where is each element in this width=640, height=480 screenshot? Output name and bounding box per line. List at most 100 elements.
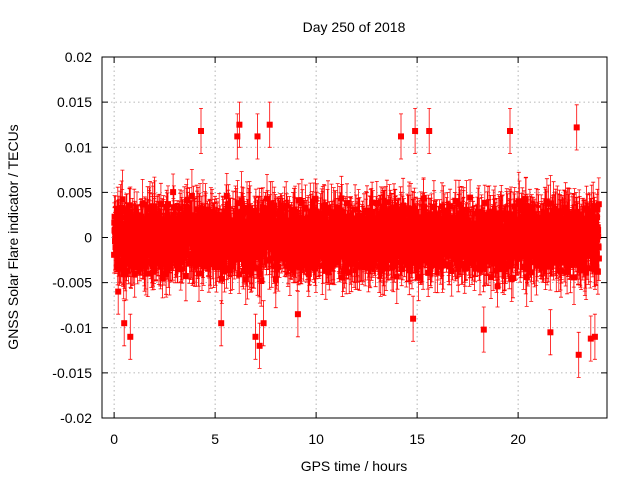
data-point <box>142 263 149 270</box>
data-point <box>519 207 526 214</box>
data-point <box>334 233 341 240</box>
data-point <box>546 230 553 236</box>
data-point <box>474 237 480 244</box>
data-point <box>330 248 337 255</box>
data-point <box>348 260 355 267</box>
data-point <box>347 216 353 223</box>
data-point <box>234 200 241 207</box>
y-tick-label: 0.015 <box>57 94 92 110</box>
data-point <box>588 208 595 215</box>
data-point <box>481 199 488 206</box>
data-point <box>515 198 522 205</box>
data-point <box>209 253 216 260</box>
data-point <box>472 255 479 262</box>
data-point <box>522 232 529 239</box>
data-point <box>294 311 301 318</box>
data-point <box>377 256 384 263</box>
data-point <box>591 333 598 340</box>
data-point <box>587 252 594 259</box>
y-tick-label: -0.02 <box>60 410 92 426</box>
data-point <box>250 259 257 266</box>
data-point <box>371 250 378 257</box>
data-point <box>186 260 193 267</box>
data-point <box>141 244 148 250</box>
data-point <box>278 215 285 221</box>
data-point <box>240 268 247 274</box>
data-point <box>252 333 259 340</box>
data-point <box>409 217 416 224</box>
data-point <box>342 222 349 229</box>
data-point <box>506 262 513 269</box>
data-point <box>116 223 123 230</box>
data-point <box>502 266 508 273</box>
data-point <box>497 246 504 253</box>
data-point <box>465 218 472 225</box>
data-point <box>258 214 265 221</box>
data-point <box>461 262 468 269</box>
data-point <box>429 249 435 256</box>
data-point <box>221 242 228 249</box>
data-point <box>233 219 240 226</box>
data-point <box>431 211 438 218</box>
data-point <box>282 249 289 256</box>
data-point <box>348 246 355 253</box>
data-point <box>184 197 191 204</box>
data-point <box>319 251 326 258</box>
y-tick-label: 0.02 <box>65 49 92 65</box>
data-point <box>195 212 201 219</box>
data-point <box>166 263 173 270</box>
data-point <box>458 208 465 215</box>
data-point <box>155 240 162 247</box>
data-point <box>252 208 259 214</box>
data-point <box>447 221 454 228</box>
data-point <box>174 257 181 264</box>
data-point <box>555 242 562 249</box>
data-point <box>305 221 312 228</box>
data-point <box>317 214 324 221</box>
data-point <box>382 215 389 222</box>
data-point <box>551 221 558 227</box>
data-point <box>492 210 498 217</box>
data-point <box>148 238 155 245</box>
data-point <box>561 238 568 245</box>
data-point <box>356 216 363 223</box>
data-point <box>220 215 227 222</box>
data-point <box>496 266 503 273</box>
data-point <box>162 226 168 233</box>
data-point <box>529 211 536 218</box>
data-point <box>301 216 308 223</box>
data-point <box>556 239 563 246</box>
data-point <box>375 229 382 236</box>
data-point <box>292 250 299 257</box>
data-point <box>238 197 245 204</box>
data-point <box>157 261 164 268</box>
data-point <box>199 254 206 261</box>
data-point <box>159 275 166 282</box>
data-point <box>557 248 564 255</box>
data-point <box>300 221 307 228</box>
data-point <box>306 254 313 261</box>
data-point <box>256 265 263 272</box>
data-point <box>593 251 600 258</box>
data-point <box>333 216 340 223</box>
data-point <box>218 320 225 327</box>
data-point <box>445 250 452 257</box>
data-point <box>142 217 149 223</box>
data-point <box>293 257 299 264</box>
data-point <box>234 133 241 140</box>
data-point <box>574 233 581 240</box>
data-point <box>380 247 387 254</box>
data-point <box>500 241 507 248</box>
data-point <box>562 207 569 214</box>
data-point <box>204 217 211 224</box>
data-point <box>455 265 462 272</box>
data-point <box>525 235 532 242</box>
data-point <box>569 210 575 217</box>
data-point <box>595 255 602 262</box>
y-tick-label: -0.015 <box>52 365 92 381</box>
data-point <box>324 208 331 215</box>
data-point <box>393 273 400 280</box>
data-point <box>311 255 318 261</box>
data-point <box>182 245 188 251</box>
